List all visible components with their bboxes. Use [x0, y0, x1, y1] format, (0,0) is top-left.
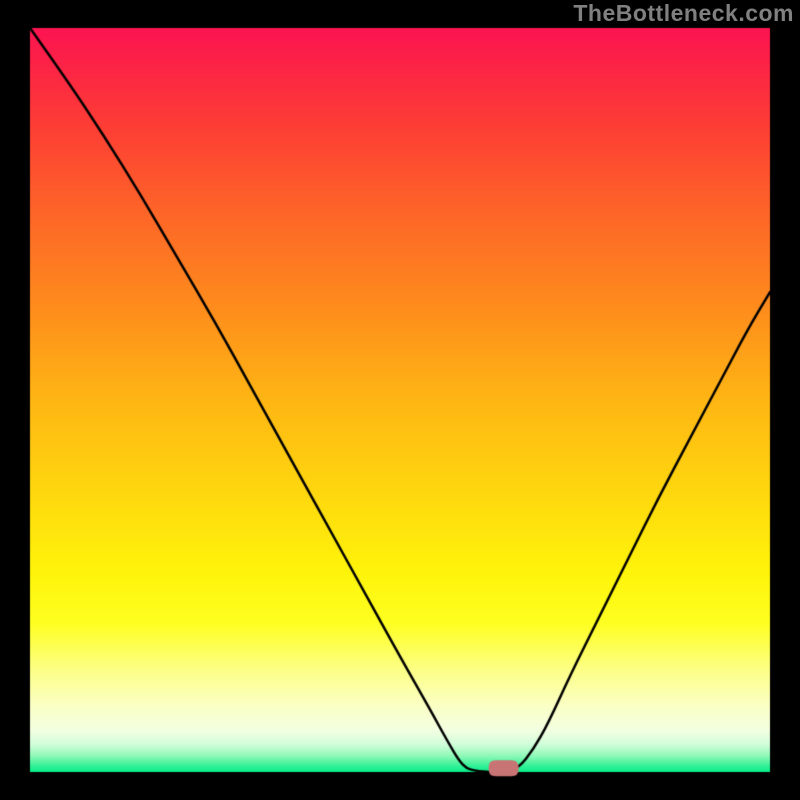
- watermark-text: TheBottleneck.com: [573, 0, 794, 27]
- bottleneck-curve-plot: [0, 0, 800, 800]
- chart-container: TheBottleneck.com: [0, 0, 800, 800]
